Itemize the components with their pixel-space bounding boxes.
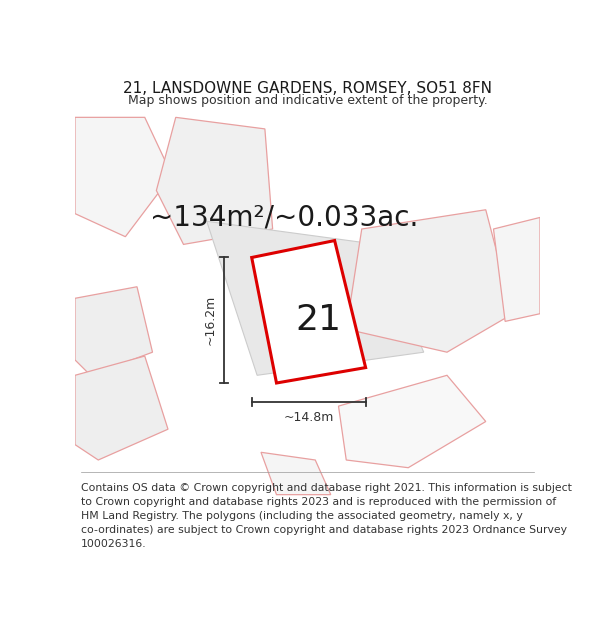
Polygon shape xyxy=(346,210,513,352)
Text: co-ordinates) are subject to Crown copyright and database rights 2023 Ordnance S: co-ordinates) are subject to Crown copyr… xyxy=(81,524,567,534)
Polygon shape xyxy=(75,287,152,375)
Polygon shape xyxy=(75,356,168,460)
Text: Contains OS data © Crown copyright and database right 2021. This information is : Contains OS data © Crown copyright and d… xyxy=(81,483,572,493)
Polygon shape xyxy=(75,118,172,237)
Polygon shape xyxy=(207,221,424,375)
Text: ~134m²/~0.033ac.: ~134m²/~0.033ac. xyxy=(150,204,418,231)
Polygon shape xyxy=(493,217,540,321)
Text: ~14.8m: ~14.8m xyxy=(283,411,334,424)
Polygon shape xyxy=(261,452,331,494)
Text: ~16.2m: ~16.2m xyxy=(203,295,217,346)
Text: HM Land Registry. The polygons (including the associated geometry, namely x, y: HM Land Registry. The polygons (includin… xyxy=(81,511,523,521)
Polygon shape xyxy=(338,375,486,468)
Text: 100026316.: 100026316. xyxy=(81,539,147,549)
Polygon shape xyxy=(157,118,272,244)
Text: 21, LANSDOWNE GARDENS, ROMSEY, SO51 8FN: 21, LANSDOWNE GARDENS, ROMSEY, SO51 8FN xyxy=(123,81,492,96)
Text: 21: 21 xyxy=(296,303,342,337)
Text: Map shows position and indicative extent of the property.: Map shows position and indicative extent… xyxy=(128,94,487,107)
Text: to Crown copyright and database rights 2023 and is reproduced with the permissio: to Crown copyright and database rights 2… xyxy=(81,497,556,507)
Polygon shape xyxy=(252,241,365,383)
